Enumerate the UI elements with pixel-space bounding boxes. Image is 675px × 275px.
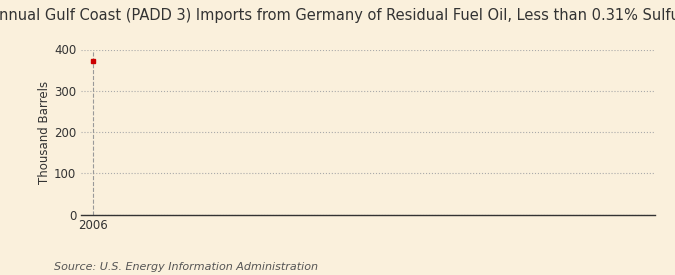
Text: Source: U.S. Energy Information Administration: Source: U.S. Energy Information Administ… [54, 262, 318, 272]
Y-axis label: Thousand Barrels: Thousand Barrels [38, 80, 51, 184]
Text: Annual Gulf Coast (PADD 3) Imports from Germany of Residual Fuel Oil, Less than : Annual Gulf Coast (PADD 3) Imports from … [0, 8, 675, 23]
